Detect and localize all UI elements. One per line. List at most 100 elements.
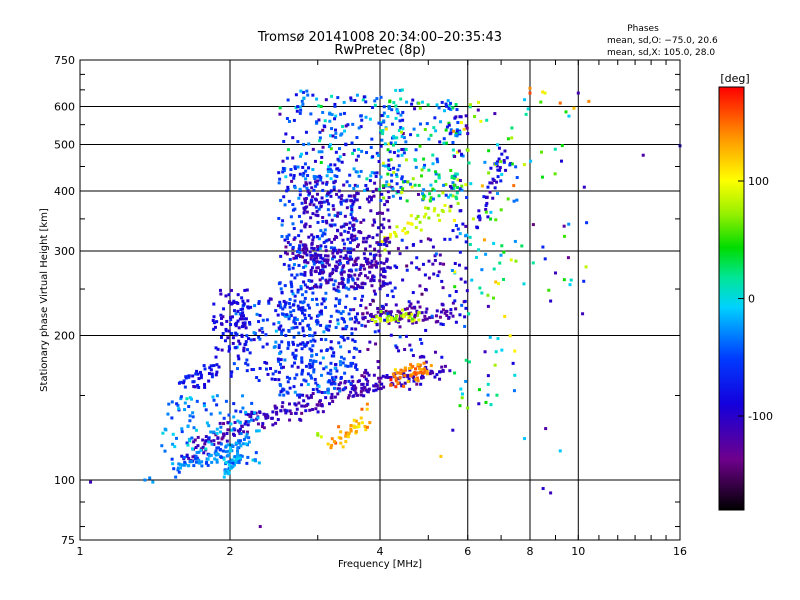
echo-point [202,451,206,455]
echo-point [396,247,400,251]
echo-point [349,361,353,365]
echo-point [315,297,319,301]
echo-point [255,376,259,380]
echo-point [260,326,264,330]
echo-point [385,184,389,188]
echo-point [404,312,408,316]
echo-point [439,120,443,124]
echo-point [299,108,303,112]
echo-point [356,256,360,260]
echo-point [302,334,306,338]
echo-point [288,386,292,390]
echo-point [315,120,319,124]
echo-point [333,304,337,308]
echo-point [401,308,405,312]
echo-point [457,149,461,153]
echo-point [498,166,502,170]
echo-point [418,106,422,110]
echo-point [431,153,435,157]
echo-point [364,183,368,187]
echo-point [258,410,262,414]
echo-point [427,168,431,172]
echo-point [228,449,232,453]
echo-point [280,291,284,295]
echo-point [404,334,408,338]
echo-point [373,384,377,388]
echo-point [227,471,231,475]
echo-point [405,307,409,311]
echo-point [390,316,394,320]
echo-point [278,300,282,304]
echo-point [316,433,320,437]
echo-point [256,416,260,420]
echo-point [210,442,214,446]
echo-point [342,317,346,321]
echo-point [179,466,183,470]
echo-point [375,211,379,215]
echo-point [431,245,435,249]
echo-point [330,278,334,282]
echo-point [396,109,400,113]
echo-point [179,395,183,399]
echo-point [361,312,365,316]
echo-point [307,396,311,400]
echo-point [434,252,438,256]
echo-point [316,192,320,196]
echo-point [425,122,429,126]
echo-point [283,203,287,207]
echo-point [335,260,339,264]
echo-point [287,199,291,203]
echo-point [244,442,248,446]
echo-point [459,115,463,119]
echo-point [408,387,412,391]
echo-point [272,322,276,326]
echo-point [540,175,544,179]
echo-point [386,190,390,194]
echo-point [334,235,338,239]
echo-point [215,427,219,431]
echo-point [422,371,426,375]
echo-point [442,109,446,113]
echo-point [177,407,181,411]
echo-point [241,307,245,311]
echo-point [299,89,303,93]
echo-point [325,174,329,178]
echo-point [315,198,319,202]
echo-point [303,208,307,212]
echo-point [445,313,449,317]
echo-point [446,99,450,103]
echo-point [344,199,348,203]
echo-point [329,446,333,450]
echo-point [451,314,455,318]
echo-point [401,118,405,122]
echo-point [347,287,351,291]
echo-point [319,256,323,260]
echo-point [350,332,354,336]
echo-point [250,401,254,405]
echo-point [214,373,218,377]
echo-point [365,402,369,406]
echo-point [188,419,192,423]
echo-point [300,360,304,364]
echo-point [297,196,301,200]
echo-point [347,350,351,354]
echo-point [291,222,295,226]
echo-point [392,101,396,105]
echo-point [242,437,246,441]
echo-point [321,264,325,268]
echo-point [317,118,321,122]
echo-point [352,263,356,267]
echo-point [315,285,319,289]
echo-point [380,284,384,288]
echo-point [411,354,415,358]
echo-point [309,200,313,204]
echo-point [432,126,436,130]
echo-point [308,287,312,291]
echo-point [401,229,405,233]
echo-point [382,385,386,389]
echo-point [386,236,390,240]
echo-point [566,256,570,260]
echo-point [339,334,343,338]
echo-point [308,365,312,369]
echo-point [316,248,320,252]
